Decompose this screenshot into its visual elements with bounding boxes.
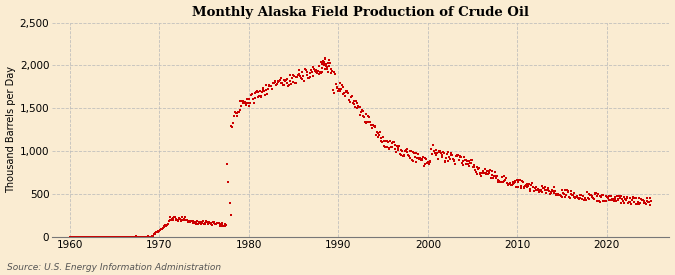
Y-axis label: Thousand Barrels per Day: Thousand Barrels per Day — [5, 67, 16, 193]
Title: Monthly Alaska Field Production of Crude Oil: Monthly Alaska Field Production of Crude… — [192, 6, 529, 18]
Text: Source: U.S. Energy Information Administration: Source: U.S. Energy Information Administ… — [7, 263, 221, 272]
